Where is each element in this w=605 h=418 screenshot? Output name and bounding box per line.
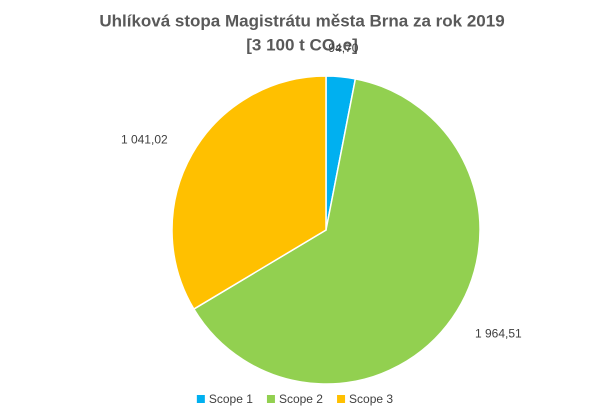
data-label: 1 041,02 (121, 132, 168, 146)
legend-swatch (196, 395, 205, 403)
data-label: 94,70 (328, 41, 358, 55)
legend-label: Scope 1 (209, 392, 253, 406)
chart-subtitle: [3 100 t CO₂e] (246, 35, 357, 54)
legend-label: Scope 2 (279, 392, 323, 406)
data-label: 1 964,51 (475, 327, 522, 341)
legend-swatch (266, 395, 275, 403)
legend-swatch (337, 395, 346, 403)
chart-title: Uhlíková stopa Magistrátu města Brna za … (99, 11, 504, 30)
pie-slice (192, 77, 481, 385)
pie-slice (171, 75, 327, 311)
legend-label: Scope 3 (349, 392, 393, 406)
